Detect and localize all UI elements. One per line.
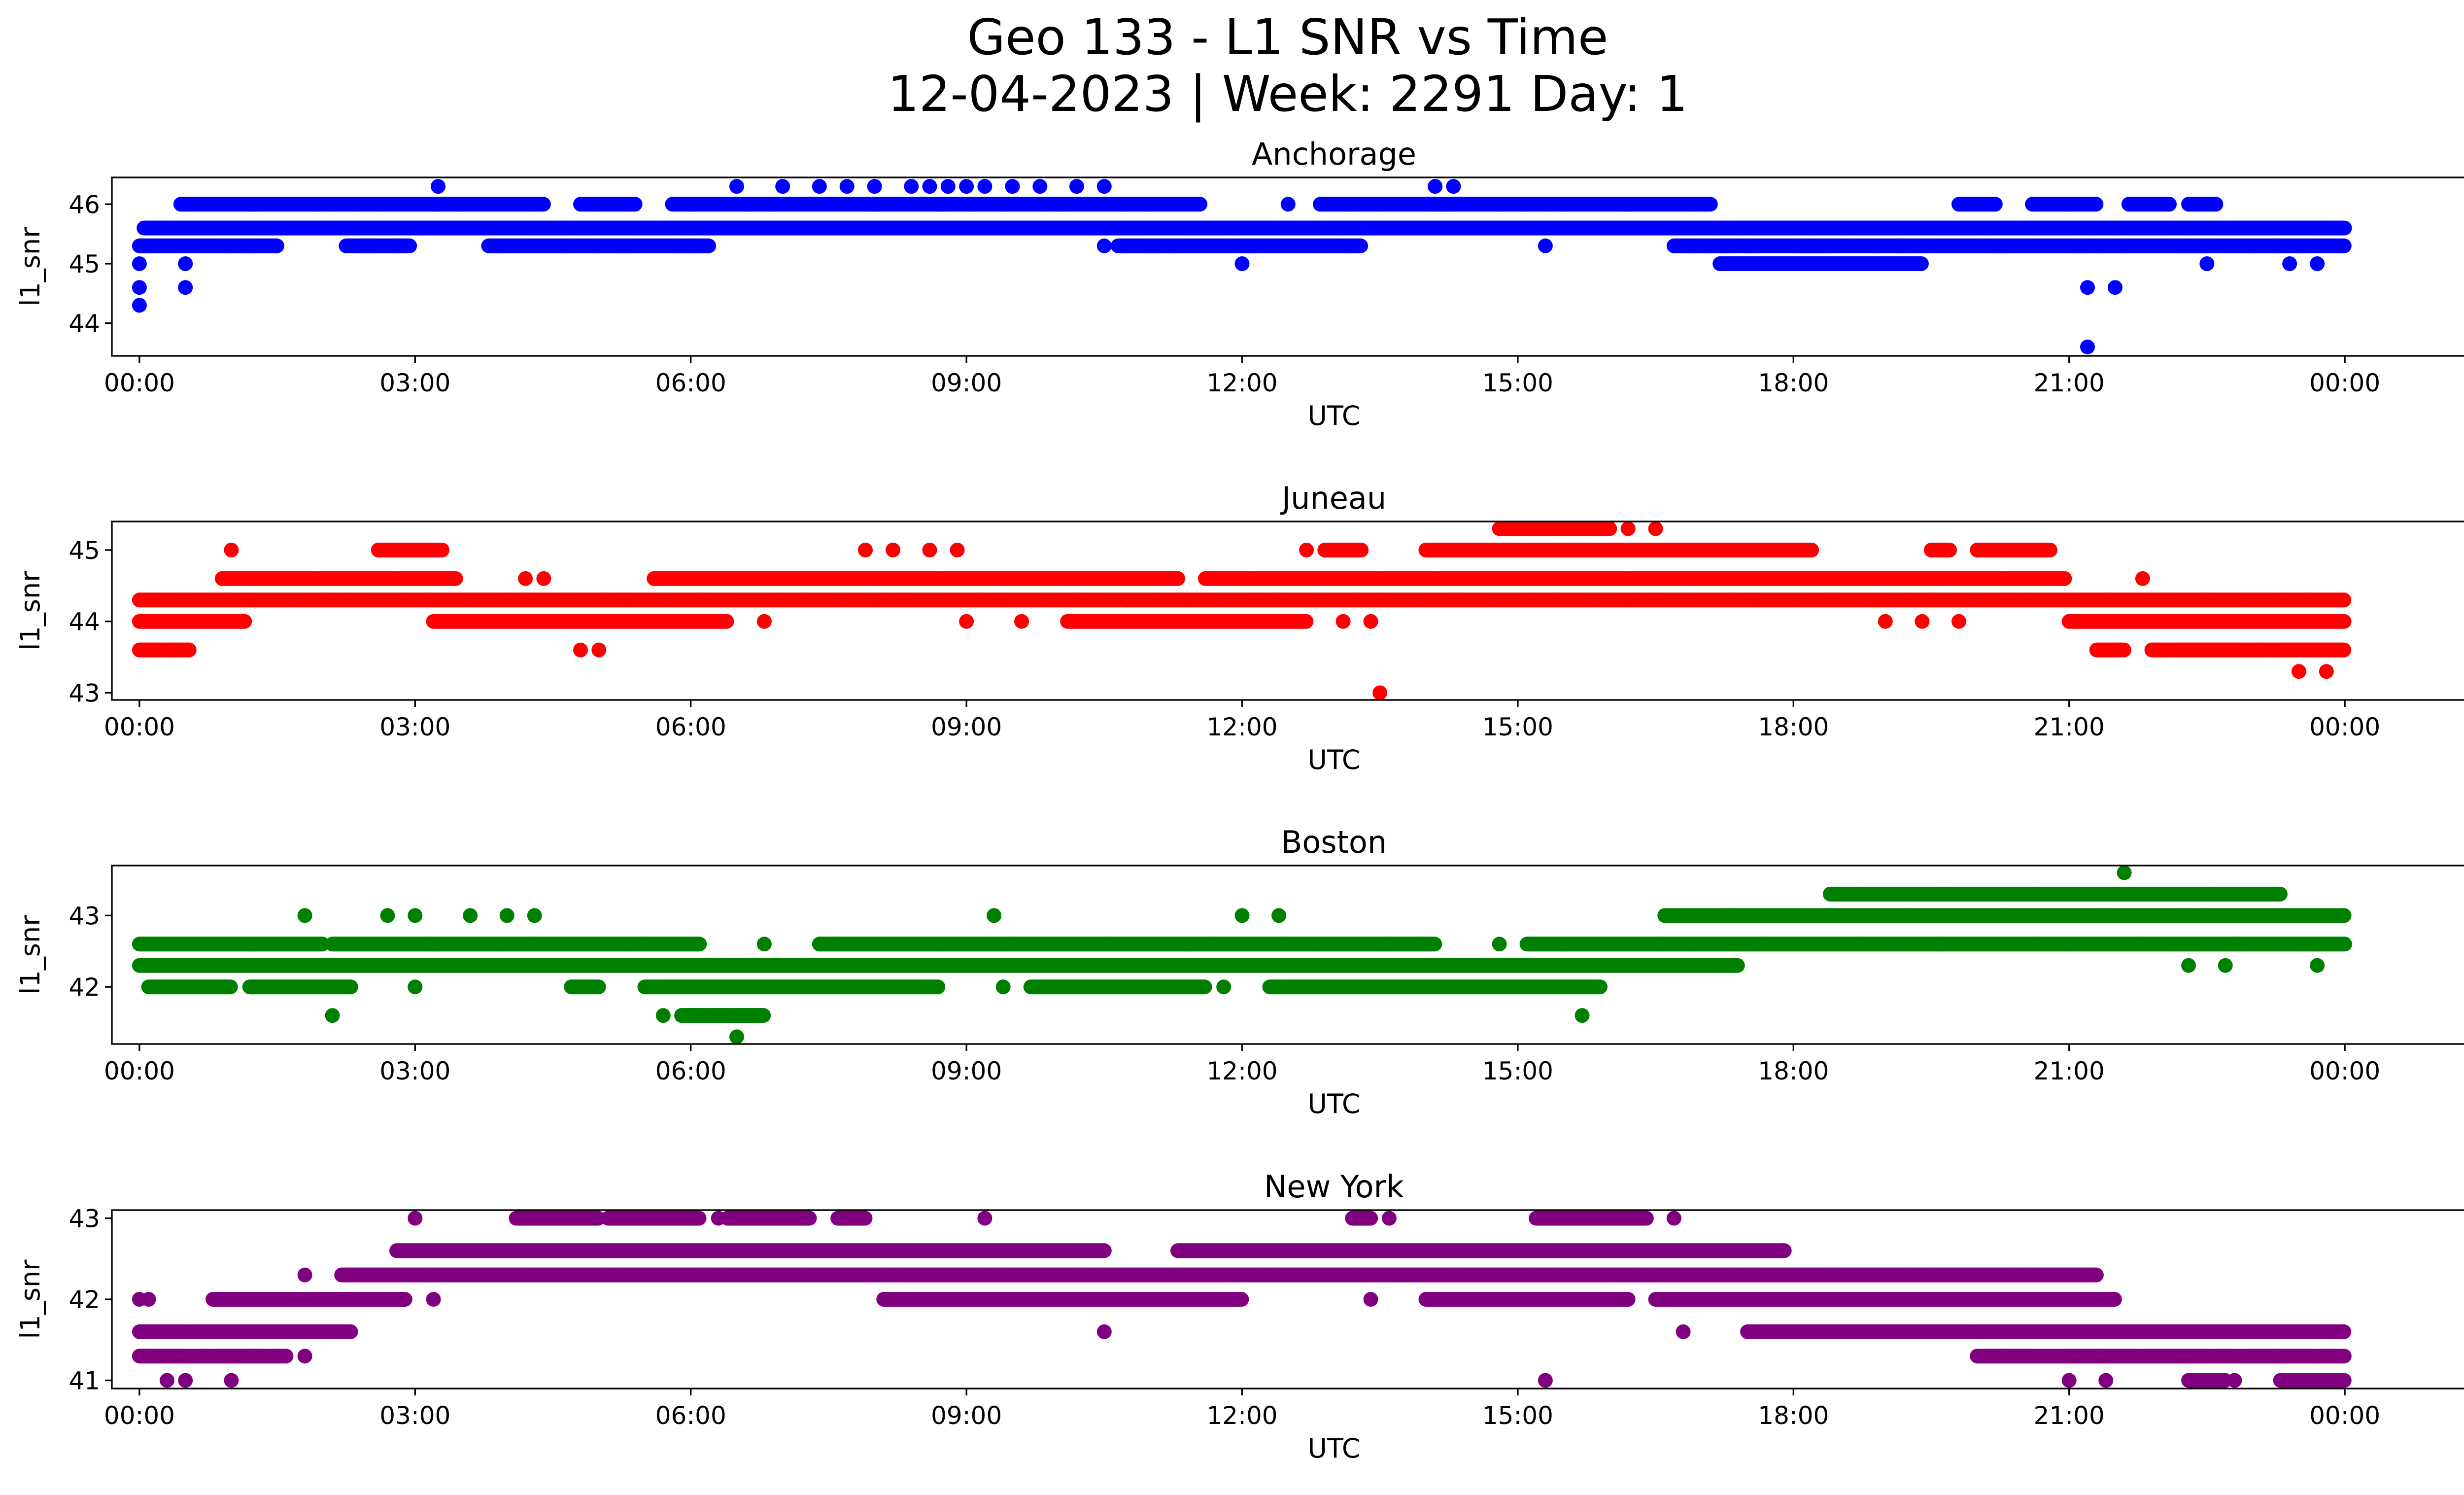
figure-title-line2: 12-04-2023 | Week: 2291 Day: 1 — [888, 65, 1687, 123]
data-point — [2162, 197, 2177, 212]
data-point — [1193, 197, 1208, 212]
data-point — [2088, 197, 2104, 212]
data-point — [1703, 197, 1718, 212]
data-point — [1987, 197, 2003, 212]
data-point — [701, 238, 717, 253]
subplot-title: Anchorage — [1252, 136, 1416, 172]
data-point — [2337, 220, 2352, 236]
data-point — [627, 197, 643, 212]
data-point — [402, 238, 417, 253]
figure-title-line1: Geo 133 - L1 SNR vs Time — [967, 8, 1608, 66]
data-point — [269, 238, 284, 253]
data-point — [536, 197, 551, 212]
scatter-points — [132, 179, 2352, 354]
data-point — [1353, 238, 1369, 253]
data-point — [2336, 238, 2352, 253]
